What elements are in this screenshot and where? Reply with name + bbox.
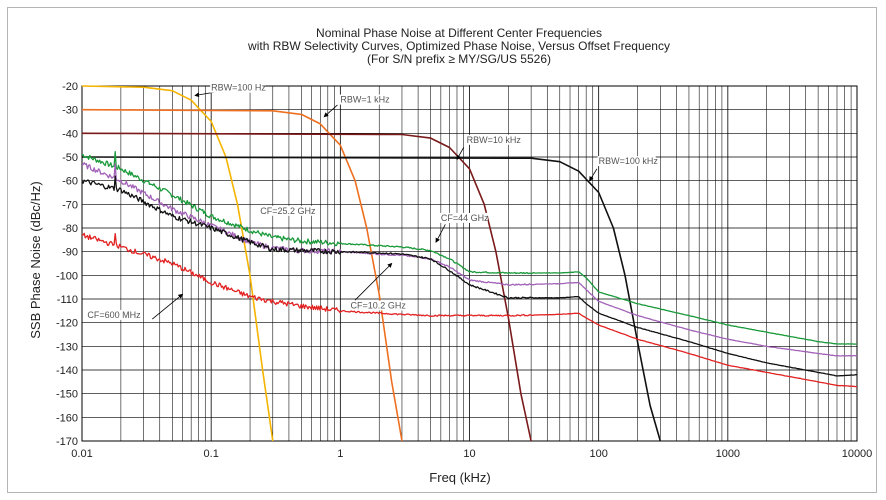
annotation-label: RBW=10 kHz bbox=[467, 135, 522, 145]
annotation-arrow bbox=[354, 262, 393, 301]
y-tick-label: -100 bbox=[56, 270, 78, 282]
y-tick-label: -70 bbox=[62, 199, 78, 211]
y-tick-label: -40 bbox=[62, 128, 78, 140]
annotation-label: RBW=1 kHz bbox=[340, 95, 390, 105]
x-tick-label: 0.1 bbox=[204, 448, 219, 460]
y-tick-label: -80 bbox=[62, 223, 78, 235]
annotation-arrow bbox=[589, 168, 598, 182]
series-line bbox=[81, 156, 662, 442]
y-tick-label: -170 bbox=[56, 436, 78, 448]
annotation-label: RBW=100 Hz bbox=[211, 83, 266, 93]
series-line bbox=[81, 132, 532, 442]
annotation-arrow bbox=[435, 224, 446, 243]
x-tick-label: 100 bbox=[589, 448, 607, 460]
chart-title-line-3: (For S/N prefix ≥ MY/SG/US 5526) bbox=[367, 52, 551, 66]
chart-title-line-1: Nominal Phase Noise at Different Center … bbox=[316, 26, 602, 40]
chart-title: Nominal Phase Noise at Different Center … bbox=[247, 26, 670, 66]
chart-title-line-2: with RBW Selectivity Curves, Optimized P… bbox=[247, 39, 670, 53]
annotation-arrow bbox=[323, 104, 338, 118]
annotation-arrow bbox=[456, 147, 464, 161]
y-tick-label: -140 bbox=[56, 365, 78, 377]
plot-series bbox=[81, 85, 858, 442]
x-tick-label: 1000 bbox=[716, 448, 740, 460]
annotation-background bbox=[86, 309, 140, 320]
annotations: RBW=100 Hz RBW=1 kHz RBW=10 kHz RBW=100 kHz… bbox=[86, 82, 659, 320]
annotation-label: CF=25.2 GHz bbox=[260, 206, 316, 216]
series-line bbox=[81, 85, 274, 442]
y-tick-label: -90 bbox=[62, 247, 78, 259]
x-tick-label: 1 bbox=[337, 448, 343, 460]
annotation-background bbox=[597, 156, 656, 167]
annotation-label: RBW=100 kHz bbox=[599, 156, 659, 166]
x-axis-label: Freq (kHz) bbox=[429, 470, 490, 485]
y-tick-label: -30 bbox=[62, 105, 78, 117]
y-tick-label: -20 bbox=[62, 81, 78, 93]
annotation-background bbox=[439, 212, 488, 223]
series-line bbox=[82, 151, 858, 345]
annotation-background bbox=[259, 205, 318, 216]
y-tick-label: -130 bbox=[56, 341, 78, 353]
y-tick-label: -150 bbox=[56, 389, 78, 401]
tick-labels: 0.01 0.1 1 10 100 1000 10000 -20 -30 -40 -50 -60 -70… bbox=[56, 81, 872, 460]
annotation-background bbox=[349, 300, 408, 311]
series-line bbox=[81, 162, 858, 357]
grid bbox=[81, 85, 858, 442]
annotation-background bbox=[465, 134, 519, 145]
y-tick-label: -60 bbox=[62, 176, 78, 188]
y-tick-label: -120 bbox=[56, 318, 78, 330]
series-line bbox=[81, 175, 858, 377]
annotation-background bbox=[339, 94, 388, 105]
x-tick-label: 10 bbox=[463, 448, 475, 460]
x-tick-label: 0.01 bbox=[71, 448, 92, 460]
y-tick-label: -160 bbox=[56, 412, 78, 424]
y-tick-label: -50 bbox=[62, 152, 78, 164]
series-line bbox=[81, 108, 403, 442]
series-line bbox=[81, 232, 858, 388]
annotation-background bbox=[210, 82, 264, 93]
y-axis-label: SSB Phase Noise (dBc/Hz) bbox=[28, 181, 43, 339]
annotation-label: CF=600 MHz bbox=[87, 310, 141, 320]
y-tick-label: -110 bbox=[57, 294, 78, 306]
annotation-label: CF=10.2 GHz bbox=[351, 300, 407, 310]
x-tick-label: 10000 bbox=[842, 448, 873, 460]
annotation-arrow bbox=[152, 293, 184, 320]
annotation-label: CF=44 GHz bbox=[441, 213, 489, 223]
plot-border bbox=[81, 85, 858, 442]
